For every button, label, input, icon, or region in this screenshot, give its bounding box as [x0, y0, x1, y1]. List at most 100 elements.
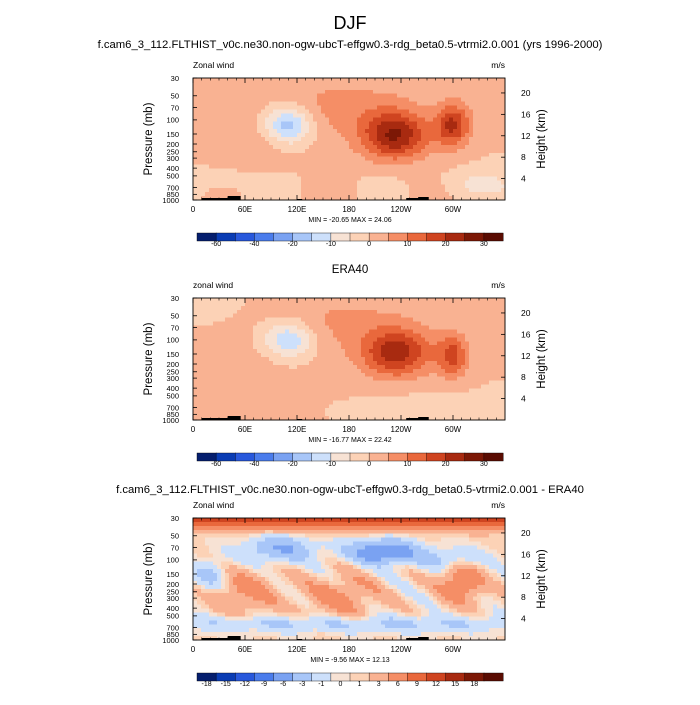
field-cell: [305, 302, 310, 307]
field-cell: [201, 306, 206, 311]
field-cell: [289, 129, 294, 134]
field-cell: [425, 109, 430, 114]
field-cell: [449, 306, 454, 311]
field-cell: [377, 345, 382, 350]
field-cell: [281, 392, 286, 397]
field-cell: [493, 333, 498, 338]
field-cell: [377, 353, 382, 358]
field-cell: [273, 98, 278, 103]
field-cell: [405, 82, 410, 87]
field-cell: [285, 373, 290, 378]
field-cell: [293, 141, 298, 146]
field-cell: [457, 345, 462, 350]
field-cell: [433, 180, 438, 185]
field-cell: [225, 373, 230, 378]
field-cell: [489, 369, 494, 374]
field-cell: [237, 329, 242, 334]
field-cell: [197, 369, 202, 374]
field-cell: [417, 302, 422, 307]
colorbar-label: 10: [403, 241, 411, 248]
field-cell: [201, 345, 206, 350]
field-cell: [481, 345, 486, 350]
field-cell: [289, 385, 294, 390]
field-cell: [257, 102, 262, 107]
field-cell: [305, 180, 310, 185]
field-cell: [305, 396, 310, 401]
field-cell: [481, 86, 486, 91]
field-cell: [485, 192, 490, 197]
field-cell: [417, 165, 422, 170]
page-title: DJF: [334, 13, 367, 33]
field-cell: [277, 172, 282, 177]
field-cell: [265, 365, 270, 370]
field-cell: [369, 326, 374, 331]
field-cell: [289, 98, 294, 103]
field-cell: [425, 169, 430, 174]
field-cell: [389, 349, 394, 354]
field-cell: [265, 82, 270, 87]
field-cell: [309, 149, 314, 154]
field-cell: [393, 337, 398, 342]
field-cell: [365, 102, 370, 107]
field-cell: [337, 345, 342, 350]
field-cell: [205, 125, 210, 130]
field-cell: [337, 165, 342, 170]
field-cell: [193, 102, 198, 107]
field-cell: [225, 129, 230, 134]
field-cell: [429, 302, 434, 307]
field-cell: [385, 357, 390, 362]
field-cell: [301, 161, 306, 166]
field-cell: [329, 389, 334, 394]
field-cell: [257, 86, 262, 91]
field-cell: [457, 133, 462, 138]
field-cell: [441, 172, 446, 177]
field-cell: [373, 318, 378, 323]
field-cell: [461, 329, 466, 334]
x-tick-label: 60E: [238, 205, 252, 214]
field-cell: [469, 357, 474, 362]
field-cell: [285, 349, 290, 354]
field-cell: [241, 125, 246, 130]
field-cell: [445, 322, 450, 327]
field-cell: [477, 377, 482, 382]
field-cell: [325, 322, 330, 327]
field-cell: [421, 188, 426, 193]
field-cell: [413, 106, 418, 111]
field-cell: [285, 326, 290, 331]
field-cell: [429, 188, 434, 193]
field-cell: [305, 192, 310, 197]
field-cell: [313, 377, 318, 382]
field-cell: [421, 172, 426, 177]
field-cell: [217, 306, 222, 311]
field-cell: [281, 172, 286, 177]
field-cell: [341, 125, 346, 130]
field-cell: [461, 365, 466, 370]
field-cell: [385, 322, 390, 327]
field-cell: [325, 153, 330, 158]
field-cell: [489, 94, 494, 99]
field-cell: [349, 180, 354, 185]
field-cell: [361, 302, 366, 307]
field-cell: [449, 326, 454, 331]
field-cell: [253, 373, 258, 378]
field-cell: [389, 389, 394, 394]
field-cell: [453, 404, 458, 409]
field-cell: [197, 188, 202, 193]
field-cell: [233, 153, 238, 158]
field-cell: [361, 165, 366, 170]
field-cell: [293, 329, 298, 334]
field-cell: [229, 86, 234, 91]
field-cell: [441, 180, 446, 185]
colorbar-label: -20: [288, 241, 298, 248]
field-cell: [453, 306, 458, 311]
field-cell: [213, 172, 218, 177]
field-cell: [297, 165, 302, 170]
field-cell: [305, 106, 310, 111]
field-cell: [357, 396, 362, 401]
field-cell: [193, 129, 198, 134]
field-cell: [445, 145, 450, 150]
field-cell: [201, 389, 206, 394]
field-cell: [365, 341, 370, 346]
field-cell: [349, 392, 354, 397]
field-cell: [453, 349, 458, 354]
